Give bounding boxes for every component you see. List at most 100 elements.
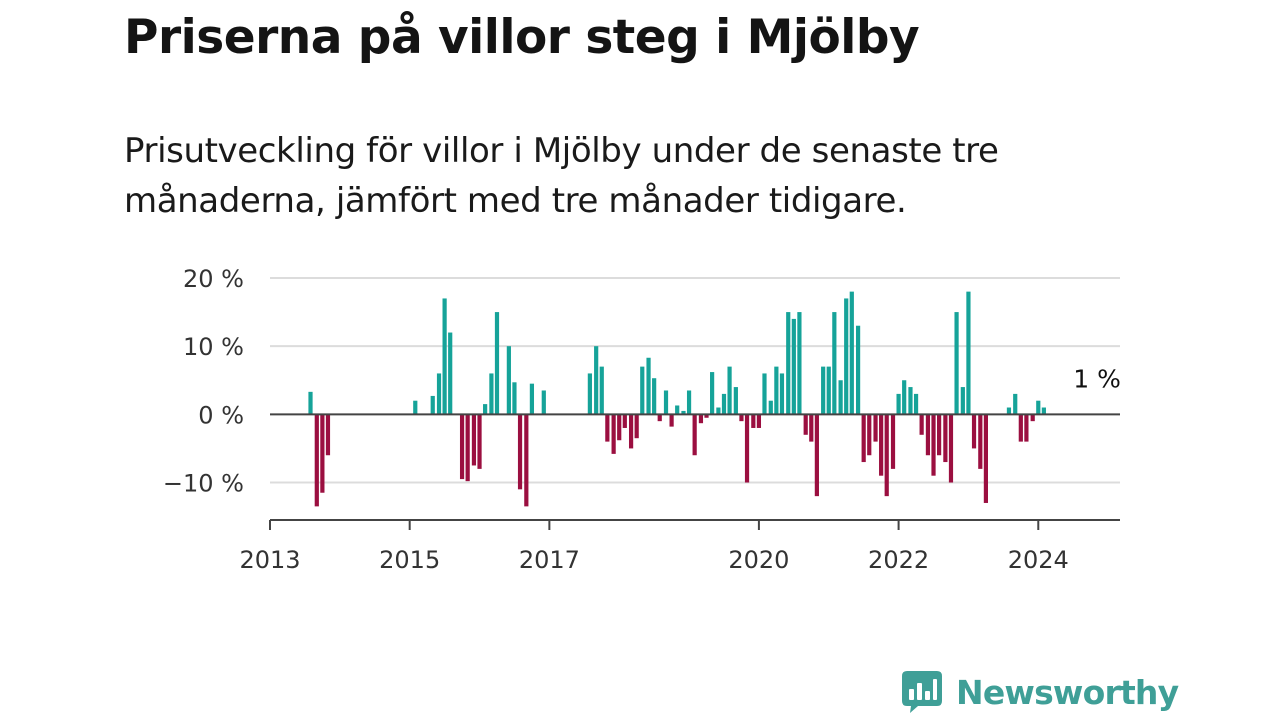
bar [879, 414, 884, 476]
bar [966, 291, 971, 415]
bar [640, 366, 645, 415]
bar [436, 373, 442, 415]
bar [791, 318, 796, 415]
bar [710, 372, 715, 415]
axes [270, 413, 1120, 521]
bar [1013, 393, 1018, 415]
bar [465, 414, 470, 482]
bar [494, 312, 500, 415]
bar [733, 387, 738, 415]
bar [1024, 414, 1029, 442]
bar [669, 414, 674, 427]
bar [611, 414, 616, 454]
bar [704, 414, 709, 418]
chart-title: Priserna på villor steg i Mjölby [124, 10, 920, 65]
bar [605, 414, 610, 442]
bar [931, 414, 936, 476]
bar [1018, 414, 1023, 442]
bar [908, 387, 913, 415]
bar [797, 312, 802, 415]
bar [873, 414, 878, 442]
bar [821, 366, 826, 415]
bar [896, 393, 901, 415]
bars [308, 291, 1046, 507]
bar [459, 414, 465, 480]
bar [744, 414, 750, 483]
bar [657, 414, 662, 422]
bar [308, 391, 313, 415]
bar [634, 414, 639, 439]
bar [779, 373, 785, 415]
bar [325, 414, 331, 456]
bar [937, 414, 942, 456]
y-tick-label: −10 % [163, 470, 244, 498]
bar [762, 373, 767, 415]
bar [861, 414, 866, 463]
bar [506, 346, 511, 415]
bar [1030, 414, 1035, 422]
x-tick-label: 2020 [728, 546, 789, 574]
bar [954, 312, 959, 415]
bar [774, 366, 779, 415]
bar [686, 390, 692, 415]
bar [314, 414, 319, 507]
bar [902, 380, 907, 415]
bar [587, 373, 592, 415]
bar [477, 414, 482, 469]
bar [768, 400, 773, 415]
bar [721, 393, 727, 415]
bar [814, 414, 819, 497]
newsworthy-logo: Newsworthy [902, 670, 1179, 714]
bar [675, 405, 680, 415]
bar [628, 414, 634, 449]
bar [1006, 407, 1012, 415]
x-tick-label: 2022 [868, 546, 929, 574]
bar [512, 382, 517, 415]
bar [739, 414, 744, 422]
bar [751, 414, 756, 428]
bar [971, 414, 977, 449]
bar [617, 414, 622, 441]
bar [692, 414, 697, 456]
bar [913, 393, 919, 415]
bar [925, 414, 931, 456]
bar [849, 291, 854, 415]
bar [646, 357, 651, 415]
bar [413, 400, 418, 415]
bar [1041, 407, 1046, 415]
bar [884, 414, 889, 497]
bar [681, 410, 686, 415]
bar [524, 414, 529, 507]
bar [622, 414, 627, 428]
bar [978, 414, 983, 469]
bar [803, 414, 808, 435]
bar [541, 390, 546, 415]
x-tick-label: 2013 [239, 546, 300, 574]
bar [943, 414, 948, 463]
chart-subtitle: Prisutveckling för villor i Mjölby under… [124, 131, 999, 221]
y-tick-label: 0 % [198, 401, 244, 429]
bar [832, 312, 837, 415]
gridlines [270, 277, 1120, 484]
bar [855, 325, 861, 415]
y-tick-label: 20 % [183, 265, 244, 293]
y-tick-label: 10 % [183, 333, 244, 361]
bar [1036, 400, 1041, 415]
bar [442, 298, 447, 415]
bar [890, 414, 896, 469]
x-tick-label: 2015 [379, 546, 440, 574]
bar [483, 404, 488, 415]
brand-name: Newsworthy [956, 672, 1179, 712]
bar [517, 414, 523, 490]
y-axis-labels: 20 % 10 % 0 % −10 % [163, 265, 244, 498]
bar [786, 312, 791, 415]
bar [809, 414, 814, 442]
bar [320, 414, 325, 493]
bar [983, 414, 988, 503]
bar [838, 380, 843, 415]
bar [430, 395, 435, 415]
bar [716, 407, 721, 415]
bar [756, 414, 762, 428]
bar [594, 346, 599, 415]
